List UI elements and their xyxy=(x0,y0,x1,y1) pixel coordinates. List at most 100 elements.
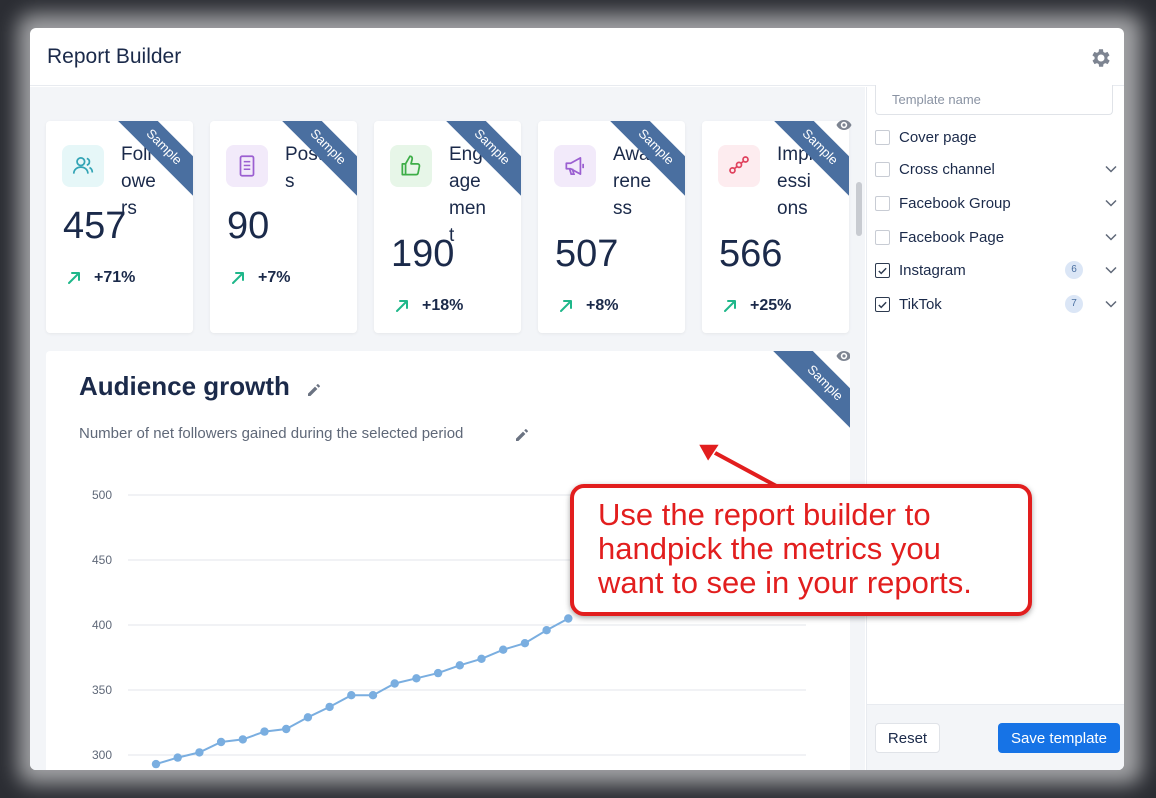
metric-card: Engagement 190 +18% Sample xyxy=(374,121,521,333)
metric-change-value: +7% xyxy=(258,269,291,286)
section-label: Instagram xyxy=(899,261,966,279)
document-icon xyxy=(226,145,268,187)
section-label: Cover page xyxy=(899,128,977,146)
share-nodes-icon xyxy=(718,145,760,187)
reset-button[interactable]: Reset xyxy=(875,723,940,753)
data-point[interactable] xyxy=(260,727,269,736)
section-checkbox[interactable] xyxy=(875,129,890,145)
section-label: Facebook Page xyxy=(899,228,1005,246)
metric-change: +8% xyxy=(558,297,618,315)
arrow-up-right-icon xyxy=(68,272,80,284)
save-template-button[interactable]: Save template xyxy=(998,723,1120,753)
metric-change: +25% xyxy=(722,297,791,315)
metric-card: Awareness 507 +8% Sample xyxy=(538,121,685,333)
callout-arrow xyxy=(696,443,784,492)
section-option[interactable]: Cross channel xyxy=(875,157,1119,181)
modal-header: Report Builder xyxy=(30,28,1124,86)
section-label: Facebook Group xyxy=(899,194,1011,212)
megaphone-icon xyxy=(554,145,596,187)
arrow-up-right-icon xyxy=(724,300,736,312)
template-name-input[interactable] xyxy=(875,85,1113,115)
section-checkbox[interactable] xyxy=(875,195,890,211)
metric-change: +71% xyxy=(66,269,135,287)
section-option[interactable]: TikTok 7 xyxy=(875,292,1119,316)
pencil-icon[interactable] xyxy=(306,382,322,398)
data-point[interactable] xyxy=(412,674,421,683)
section-checkbox[interactable] xyxy=(875,229,890,245)
chevron-down-icon[interactable] xyxy=(1105,198,1117,208)
metric-change: +18% xyxy=(394,297,463,315)
gear-icon[interactable] xyxy=(1088,46,1112,70)
scrollbar[interactable] xyxy=(856,182,862,236)
data-point[interactable] xyxy=(477,654,486,663)
metric-label: Engagement xyxy=(449,144,486,246)
y-tick-label: 300 xyxy=(92,748,112,762)
eye-icon[interactable] xyxy=(836,351,850,362)
chevron-down-icon[interactable] xyxy=(1105,299,1117,309)
data-point[interactable] xyxy=(238,735,247,744)
section-count-badge: 6 xyxy=(1065,261,1083,279)
data-point[interactable] xyxy=(303,713,313,722)
metric-card: Posts 90 +7% Sample xyxy=(210,121,357,333)
metric-value: 566 xyxy=(719,233,783,275)
section-option[interactable]: Cover page xyxy=(875,125,1119,149)
data-point[interactable] xyxy=(195,748,204,757)
metric-value: 190 xyxy=(391,233,455,275)
y-tick-label: 500 xyxy=(92,488,112,502)
template-sidebar: Cover page Cross channel Facebook Group Fac… xyxy=(866,85,1124,770)
metric-change-value: +8% xyxy=(586,297,619,314)
chart-subtitle: Number of net followers gained during th… xyxy=(79,425,464,442)
data-point[interactable] xyxy=(542,626,551,635)
chevron-down-icon[interactable] xyxy=(1105,232,1117,242)
data-point[interactable] xyxy=(499,645,508,654)
pencil-icon[interactable] xyxy=(514,427,530,443)
data-point[interactable] xyxy=(520,639,530,648)
section-count-badge: 7 xyxy=(1065,295,1083,313)
data-point[interactable] xyxy=(368,691,378,700)
data-point[interactable] xyxy=(455,661,464,670)
chevron-down-icon[interactable] xyxy=(1105,265,1117,275)
y-tick-label: 350 xyxy=(92,683,112,697)
eye-icon[interactable] xyxy=(836,119,852,131)
metric-change-value: +71% xyxy=(94,269,136,286)
section-checkbox[interactable] xyxy=(875,161,890,177)
data-point[interactable] xyxy=(173,753,182,762)
metric-change-value: +18% xyxy=(422,297,464,314)
metric-value: 457 xyxy=(63,205,127,247)
thumbs-up-icon xyxy=(390,145,432,187)
metric-change-value: +25% xyxy=(750,297,792,314)
metric-value: 90 xyxy=(227,205,270,247)
chart-title: Audience growth xyxy=(79,371,290,401)
section-option[interactable]: Instagram 6 xyxy=(875,258,1119,282)
section-checkbox[interactable] xyxy=(875,296,890,312)
section-label: TikTok xyxy=(899,295,942,313)
arrow-up-right-icon xyxy=(396,300,408,312)
data-point[interactable] xyxy=(216,737,226,747)
arrow-up-right-icon xyxy=(232,272,244,284)
sidebar-footer: Reset Save template xyxy=(867,704,1124,770)
check-icon xyxy=(878,301,887,308)
chevron-down-icon[interactable] xyxy=(1105,164,1117,174)
data-point[interactable] xyxy=(151,759,161,769)
modal-title: Report Builder xyxy=(47,45,182,68)
y-tick-label: 450 xyxy=(92,553,112,567)
data-point[interactable] xyxy=(564,614,573,623)
data-point[interactable] xyxy=(433,668,443,678)
audience-growth-chart: 500 450 400 350 300 xyxy=(92,488,806,769)
section-option[interactable]: Facebook Group xyxy=(875,191,1119,215)
metric-card: Followers 457 +71% Sample xyxy=(46,121,193,333)
section-option[interactable]: Facebook Page xyxy=(875,225,1119,249)
section-checkbox[interactable] xyxy=(875,262,890,278)
metric-card: Impressions 566 +25% Sample xyxy=(702,121,849,333)
y-tick-label: 400 xyxy=(92,618,112,632)
check-icon xyxy=(878,267,887,274)
metric-label: Followers xyxy=(121,144,156,219)
report-builder-modal: Report Builder Followers 457 +71% Sample Pos… xyxy=(30,28,1124,770)
data-point[interactable] xyxy=(347,691,356,700)
section-label: Cross channel xyxy=(899,160,995,178)
report-preview[interactable]: Followers 457 +71% Sample Posts 90 +7% Sample En… xyxy=(30,87,865,770)
data-point[interactable] xyxy=(325,702,334,712)
users-icon xyxy=(62,145,104,187)
data-point[interactable] xyxy=(390,679,399,688)
data-point[interactable] xyxy=(282,724,291,734)
